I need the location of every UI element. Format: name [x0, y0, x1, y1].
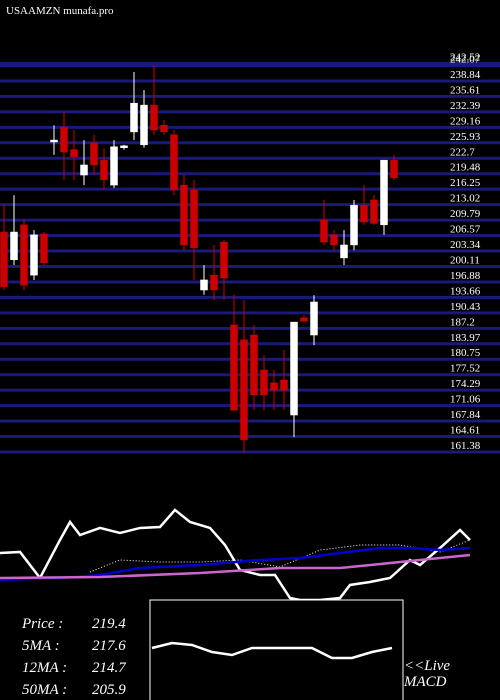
macd-live-label: <<Live — [404, 658, 450, 674]
y-tick-label: 164.61 — [450, 425, 480, 437]
chart-title: USAAMZN munafa.pro — [6, 5, 114, 17]
stat-label: 5MA : — [22, 638, 60, 654]
y-tick-label: 229.16 — [450, 115, 481, 127]
macd-label: MACD — [403, 674, 447, 690]
candle-body — [340, 244, 348, 259]
candle-body — [120, 145, 128, 148]
candle-body — [300, 317, 308, 322]
candle-body — [40, 233, 48, 263]
y-tick-label: 161.38 — [450, 440, 481, 452]
y-tick-label: 180.75 — [450, 347, 481, 359]
candle-body — [360, 204, 368, 223]
candle-body — [390, 159, 398, 179]
y-tick-label: 232.39 — [450, 100, 481, 112]
candle-body — [320, 219, 328, 243]
y-tick-label: 219.48 — [450, 162, 481, 174]
candle-body — [110, 146, 118, 186]
y-tick-label: 203.34 — [450, 239, 481, 251]
y-tick-label: 238.84 — [450, 69, 481, 81]
y-tick-label: 171.06 — [450, 394, 481, 406]
y-tick-label: 222.7 — [450, 146, 475, 158]
y-tick-label: 206.57 — [450, 224, 481, 236]
candle-body — [130, 102, 138, 133]
stat-value: 214.7 — [92, 660, 127, 676]
candle-body — [80, 164, 88, 176]
y-tick-label: 200.11 — [450, 254, 480, 266]
candle-body — [330, 234, 338, 246]
stat-value: 205.9 — [92, 682, 126, 698]
candle-body — [20, 224, 28, 286]
indicator-line — [0, 546, 471, 582]
candle-body — [230, 324, 238, 411]
candle-body — [210, 274, 218, 291]
stat-label: 12MA : — [22, 660, 67, 676]
y-tick-label: 235.61 — [450, 84, 480, 96]
stat-value: 219.4 — [92, 616, 126, 632]
y-tick-label: 167.84 — [450, 409, 481, 421]
candle-body — [180, 184, 188, 246]
candle-body — [290, 321, 298, 416]
candle-body — [100, 159, 108, 181]
candle-body — [70, 149, 78, 158]
stat-label: Price : — [21, 616, 63, 632]
y-tick-label: 216.25 — [450, 177, 481, 189]
y-tick-label: 183.97 — [450, 332, 481, 344]
indicator-line — [151, 641, 393, 660]
candle-body — [260, 369, 268, 396]
y-tick-label: 196.88 — [450, 270, 481, 282]
stat-label: 50MA : — [22, 682, 67, 698]
candle-body — [50, 139, 58, 143]
candle-body — [10, 231, 18, 261]
y-tick-label: 242.52 — [450, 51, 480, 63]
candle-body — [170, 134, 178, 191]
candle-body — [200, 279, 208, 291]
candle-body — [0, 231, 8, 287]
candle-body — [90, 142, 98, 166]
stat-value: 217.6 — [92, 638, 126, 654]
candle-body — [370, 199, 378, 224]
candle-body — [240, 339, 248, 441]
candle-body — [270, 382, 278, 391]
candle-body — [350, 204, 358, 246]
candle-body — [310, 301, 318, 336]
candle-body — [150, 104, 158, 131]
candle-body — [380, 159, 388, 226]
y-tick-label: 225.93 — [450, 131, 481, 143]
candle-body — [160, 124, 168, 133]
y-tick-label: 213.02 — [450, 193, 480, 205]
y-tick-label: 193.66 — [450, 285, 481, 297]
y-tick-label: 209.79 — [450, 208, 481, 220]
y-tick-label: 177.52 — [450, 363, 480, 375]
y-tick-label: 174.29 — [450, 378, 481, 390]
candle-body — [190, 189, 198, 249]
candle-body — [220, 241, 228, 279]
indicator-line — [0, 508, 471, 602]
indicator-line — [0, 553, 471, 580]
y-tick-label: 190.43 — [450, 301, 481, 313]
candle-body — [30, 234, 38, 276]
y-tick-label: 187.2 — [450, 316, 475, 328]
candle-body — [250, 334, 258, 396]
y-tick-label: 242.07 — [450, 53, 481, 65]
candle-body — [60, 126, 68, 153]
candle-body — [140, 104, 148, 146]
macd-panel — [149, 599, 404, 700]
candle-body — [280, 379, 288, 391]
